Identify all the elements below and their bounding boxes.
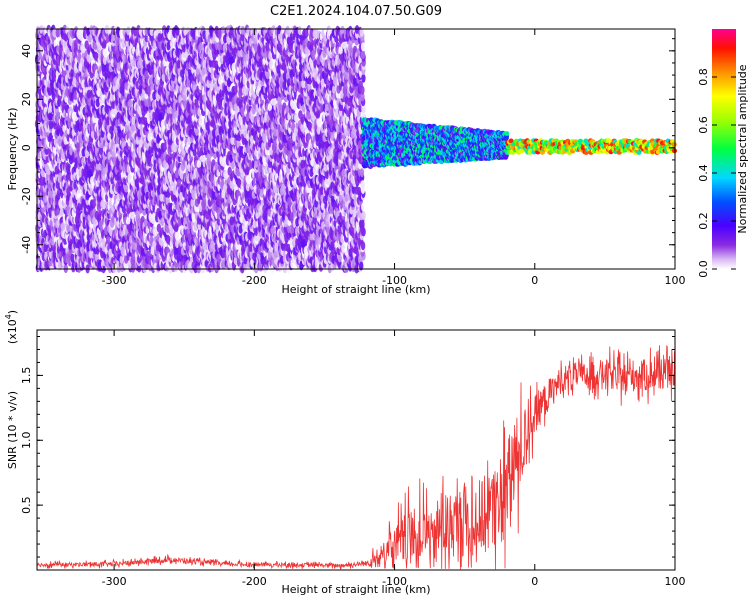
heatmap-cell — [175, 26, 180, 36]
heatmap-cell — [48, 132, 54, 142]
heatmap-cell — [46, 166, 51, 176]
spectrogram-cells — [34, 24, 678, 274]
heatmap-cell — [103, 48, 108, 58]
figure-title: C2E1.2024.104.07.50.G09 — [270, 4, 442, 19]
heatmap-cell — [175, 231, 180, 241]
heatmap-cell — [48, 120, 54, 130]
heatmap-cell — [37, 86, 42, 96]
